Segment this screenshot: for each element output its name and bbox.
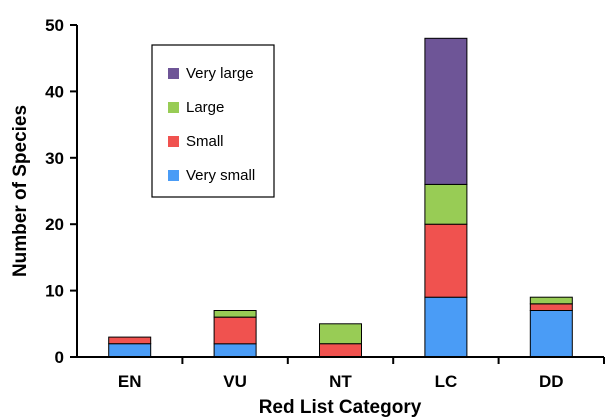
x-tick-label-vu: VU	[223, 372, 247, 391]
legend-label-small: Small	[186, 133, 224, 150]
y-tick-label: 10	[45, 282, 64, 301]
y-ticks-layer: 0 10 20 30 40 50	[45, 16, 77, 367]
bar-lc-very-large	[424, 37, 468, 185]
bar-dd-large	[529, 296, 573, 305]
bar-lc-small	[424, 223, 468, 298]
bar-vu-very-small	[213, 343, 257, 358]
bar-lc-very-small	[424, 296, 468, 358]
x-axis-title: Red List Category	[259, 397, 422, 418]
x-tick-label-nt: NT	[329, 372, 352, 391]
legend-swatch-small	[168, 136, 179, 147]
legend-swatch-large	[168, 102, 179, 113]
legend-swatch-very-small	[168, 170, 179, 181]
bar-lc-large	[424, 183, 468, 225]
y-tick-label: 0	[55, 348, 64, 367]
bar-en-very-small	[108, 343, 152, 358]
x-ticks-layer: EN VU NT LC DD	[118, 357, 605, 391]
bar-dd-very-small	[529, 310, 573, 358]
x-tick-label-dd: DD	[539, 372, 564, 391]
bar-dd-small	[529, 303, 573, 311]
bar-nt-large	[319, 323, 362, 345]
bar-vu-large	[213, 310, 257, 318]
bars-layer	[108, 37, 573, 358]
x-tick-label-lc: LC	[435, 372, 458, 391]
y-axis-title: Number of Species	[10, 105, 31, 277]
legend-label-very-large: Very large	[186, 65, 254, 82]
legend-label-large: Large	[186, 99, 224, 116]
axes-layer	[76, 25, 604, 358]
y-tick-label: 40	[45, 82, 64, 101]
bar-en-small	[108, 336, 152, 345]
x-tick-label-en: EN	[118, 372, 142, 391]
legend-label-very-small: Very small	[186, 167, 255, 184]
bar-vu-small	[213, 316, 257, 345]
legend-swatch-very-large	[168, 68, 179, 79]
y-tick-label: 50	[45, 16, 64, 35]
y-tick-label: 20	[45, 215, 64, 234]
legend: Very large Large Small Very small	[151, 44, 275, 198]
bar-nt-small	[319, 343, 362, 358]
y-tick-label: 30	[45, 149, 64, 168]
